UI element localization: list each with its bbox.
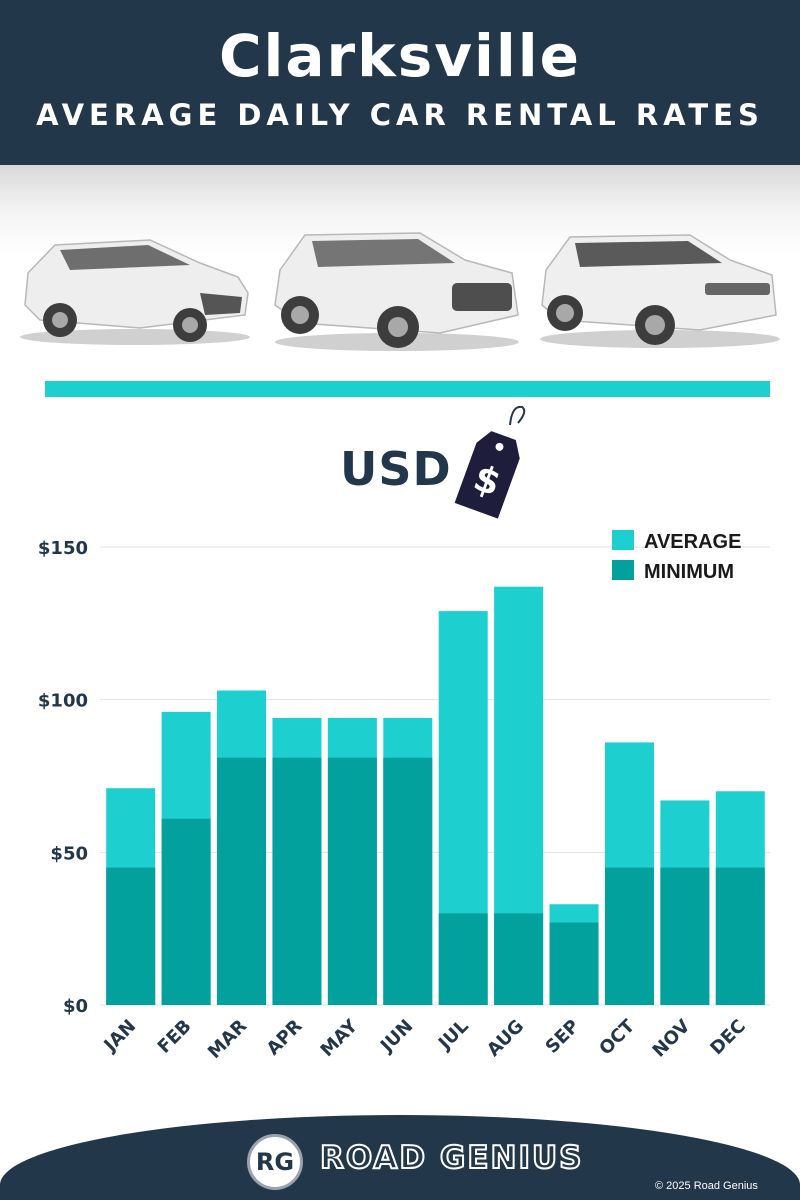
page-subtitle: AVERAGE DAILY CAR RENTAL RATES: [36, 98, 764, 132]
bar-minimum-apr: [272, 757, 322, 1005]
page-title: Clarksville: [218, 22, 582, 90]
accent-divider: [45, 381, 770, 397]
y-tick-label: $50: [50, 843, 88, 864]
bar-minimum-jul: [438, 913, 488, 1005]
y-tick-label: $150: [38, 538, 88, 559]
x-tick-label-dec: DEC: [706, 1016, 749, 1059]
x-tick-label-mar: MAR: [204, 1016, 251, 1063]
car-images-band: [0, 165, 800, 375]
legend-label-minimum: MINIMUM: [644, 561, 734, 583]
bar-minimum-oct: [604, 867, 654, 1005]
car-hatchback-icon: [20, 239, 250, 345]
car-luxury-suv-icon: [540, 234, 780, 348]
car-images: [20, 232, 780, 351]
x-tick-label-jun: JUN: [375, 1016, 417, 1058]
bar-minimum-jan: [106, 867, 156, 1005]
bar-minimum-may: [327, 757, 377, 1005]
bar-minimum-dec: [715, 867, 765, 1005]
y-tick-label: $100: [38, 691, 88, 712]
x-tick-label-feb: FEB: [154, 1016, 196, 1058]
x-tick-label-jan: JAN: [99, 1016, 141, 1058]
x-tick-label-jul: JUL: [433, 1016, 472, 1055]
bar-minimum-mar: [217, 757, 267, 1005]
header-banner: Clarksville AVERAGE DAILY CAR RENTAL RAT…: [0, 0, 800, 165]
copyright-text: © 2025 Road Genius: [655, 1180, 758, 1192]
legend-swatch-average: [612, 530, 634, 550]
legend-swatch-minimum: [612, 560, 634, 580]
x-tick-label-oct: OCT: [595, 1015, 639, 1059]
bar-minimum-sep: [549, 922, 599, 1005]
x-tick-label-may: MAY: [317, 1015, 363, 1061]
brand-name: ROAD GENIUS: [319, 1139, 584, 1177]
rental-rate-chart: $0 $50 $100 $150 JAN FEB MAR APR MAY JUN JUL AUG SE…: [38, 530, 770, 1063]
legend-label-average: AVERAGE: [644, 531, 741, 553]
bar-minimum-feb: [161, 818, 211, 1005]
car-suv-icon: [274, 232, 519, 351]
x-tick-label-aug: AUG: [483, 1016, 528, 1061]
bar-minimum-nov: [660, 867, 710, 1005]
x-tick-label-nov: NOV: [649, 1016, 695, 1062]
x-tick-label-apr: APR: [263, 1016, 307, 1060]
road-genius-logo: RG: [247, 1134, 303, 1190]
bar-minimum-jun: [383, 757, 433, 1005]
y-tick-label: $0: [63, 996, 88, 1017]
bar-minimum-aug: [494, 913, 544, 1005]
x-tick-label-sep: SEP: [542, 1016, 584, 1058]
price-tag-icon: $: [454, 405, 526, 519]
currency-label: USD: [340, 442, 452, 496]
